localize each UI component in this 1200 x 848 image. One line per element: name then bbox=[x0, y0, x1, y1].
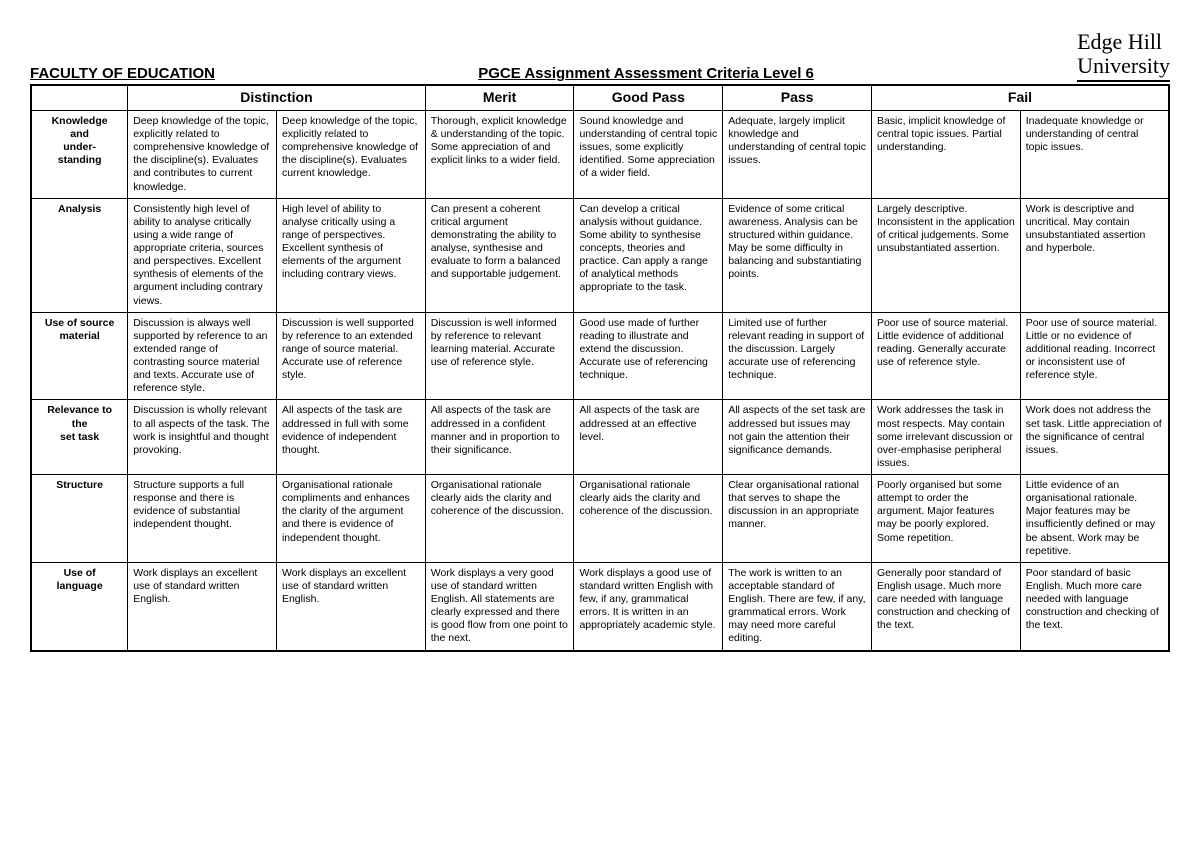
header-goodpass: Good Pass bbox=[574, 85, 723, 110]
criterion-label: Use oflanguage bbox=[31, 562, 128, 650]
criterion-label: Knowledgeandunder-standing bbox=[31, 110, 128, 198]
rubric-cell: Adequate, largely implicit knowledge and… bbox=[723, 110, 872, 198]
rubric-cell: Limited use of further relevant reading … bbox=[723, 312, 872, 400]
rubric-cell: All aspects of the task are addressed in… bbox=[276, 400, 425, 475]
rubric-cell: Basic, implicit knowledge of central top… bbox=[871, 110, 1020, 198]
table-row: Relevance totheset taskDiscussion is who… bbox=[31, 400, 1169, 475]
rubric-cell: Work displays an excellent use of standa… bbox=[276, 562, 425, 650]
rubric-cell: Discussion is well informed by reference… bbox=[425, 312, 574, 400]
rubric-cell: Discussion is wholly relevant to all asp… bbox=[128, 400, 277, 475]
rubric-cell: All aspects of the set task are addresse… bbox=[723, 400, 872, 475]
criterion-label: Analysis bbox=[31, 198, 128, 312]
header-fail: Fail bbox=[871, 85, 1169, 110]
rubric-cell: Discussion is always well supported by r… bbox=[128, 312, 277, 400]
rubric-cell: Work is descriptive and uncritical. May … bbox=[1020, 198, 1169, 312]
assessment-rubric-table: Distinction Merit Good Pass Pass Fail Kn… bbox=[30, 84, 1170, 651]
header-blank bbox=[31, 85, 128, 110]
rubric-cell: Poor use of source material. Little or n… bbox=[1020, 312, 1169, 400]
criterion-label: Use of sourcematerial bbox=[31, 312, 128, 400]
rubric-cell: Work displays a very good use of standar… bbox=[425, 562, 574, 650]
faculty-label: FACULTY OF EDUCATION bbox=[30, 65, 215, 82]
rubric-cell: Can present a coherent critical argument… bbox=[425, 198, 574, 312]
rubric-cell: Work addresses the task in most respects… bbox=[871, 400, 1020, 475]
rubric-cell: Thorough, explicit knowledge & understan… bbox=[425, 110, 574, 198]
rubric-cell: Inadequate knowledge or understanding of… bbox=[1020, 110, 1169, 198]
rubric-cell: Evidence of some critical awareness. Ana… bbox=[723, 198, 872, 312]
rubric-cell: High level of ability to analyse critica… bbox=[276, 198, 425, 312]
rubric-cell: All aspects of the task are addressed in… bbox=[425, 400, 574, 475]
rubric-cell: Little evidence of an organisational rat… bbox=[1020, 475, 1169, 563]
university-logo-text: Edge Hill University bbox=[1077, 30, 1170, 82]
rubric-cell: Largely descriptive. Inconsistent in the… bbox=[871, 198, 1020, 312]
rubric-cell: Consistently high level of ability to an… bbox=[128, 198, 277, 312]
rubric-cell: Deep knowledge of the topic, explicitly … bbox=[128, 110, 277, 198]
rubric-cell: Sound knowledge and understanding of cen… bbox=[574, 110, 723, 198]
document-header: FACULTY OF EDUCATION PGCE Assignment Ass… bbox=[30, 30, 1170, 82]
table-row: StructureStructure supports a full respo… bbox=[31, 475, 1169, 563]
rubric-cell: Organisational rationale clearly aids th… bbox=[425, 475, 574, 563]
rubric-cell: All aspects of the task are addressed at… bbox=[574, 400, 723, 475]
rubric-cell: Clear organisational rational that serve… bbox=[723, 475, 872, 563]
grade-header-row: Distinction Merit Good Pass Pass Fail bbox=[31, 85, 1169, 110]
rubric-cell: Good use made of further reading to illu… bbox=[574, 312, 723, 400]
table-row: Use oflanguageWork displays an excellent… bbox=[31, 562, 1169, 650]
table-row: Use of sourcematerialDiscussion is alway… bbox=[31, 312, 1169, 400]
rubric-cell: Generally poor standard of English usage… bbox=[871, 562, 1020, 650]
header-distinction: Distinction bbox=[128, 85, 426, 110]
rubric-cell: Poor standard of basic English. Much mor… bbox=[1020, 562, 1169, 650]
header-pass: Pass bbox=[723, 85, 872, 110]
rubric-cell: Deep knowledge of the topic, explicitly … bbox=[276, 110, 425, 198]
rubric-cell: Work does not address the set task. Litt… bbox=[1020, 400, 1169, 475]
rubric-cell: Work displays a good use of standard wri… bbox=[574, 562, 723, 650]
table-row: Knowledgeandunder-standingDeep knowledge… bbox=[31, 110, 1169, 198]
header-merit: Merit bbox=[425, 85, 574, 110]
rubric-cell: Organisational rationale clearly aids th… bbox=[574, 475, 723, 563]
rubric-cell: Structure supports a full response and t… bbox=[128, 475, 277, 563]
rubric-cell: The work is written to an acceptable sta… bbox=[723, 562, 872, 650]
rubric-cell: Discussion is well supported by referenc… bbox=[276, 312, 425, 400]
university-line2: University bbox=[1077, 53, 1170, 78]
criterion-label: Relevance totheset task bbox=[31, 400, 128, 475]
rubric-cell: Organisational rationale compliments and… bbox=[276, 475, 425, 563]
rubric-cell: Can develop a critical analysis without … bbox=[574, 198, 723, 312]
criterion-label: Structure bbox=[31, 475, 128, 563]
rubric-cell: Work displays an excellent use of standa… bbox=[128, 562, 277, 650]
table-row: AnalysisConsistently high level of abili… bbox=[31, 198, 1169, 312]
rubric-cell: Poor use of source material. Little evid… bbox=[871, 312, 1020, 400]
rubric-cell: Poorly organised but some attempt to ord… bbox=[871, 475, 1020, 563]
university-line1: Edge Hill bbox=[1077, 29, 1162, 54]
doc-title: PGCE Assignment Assessment Criteria Leve… bbox=[215, 65, 1077, 82]
